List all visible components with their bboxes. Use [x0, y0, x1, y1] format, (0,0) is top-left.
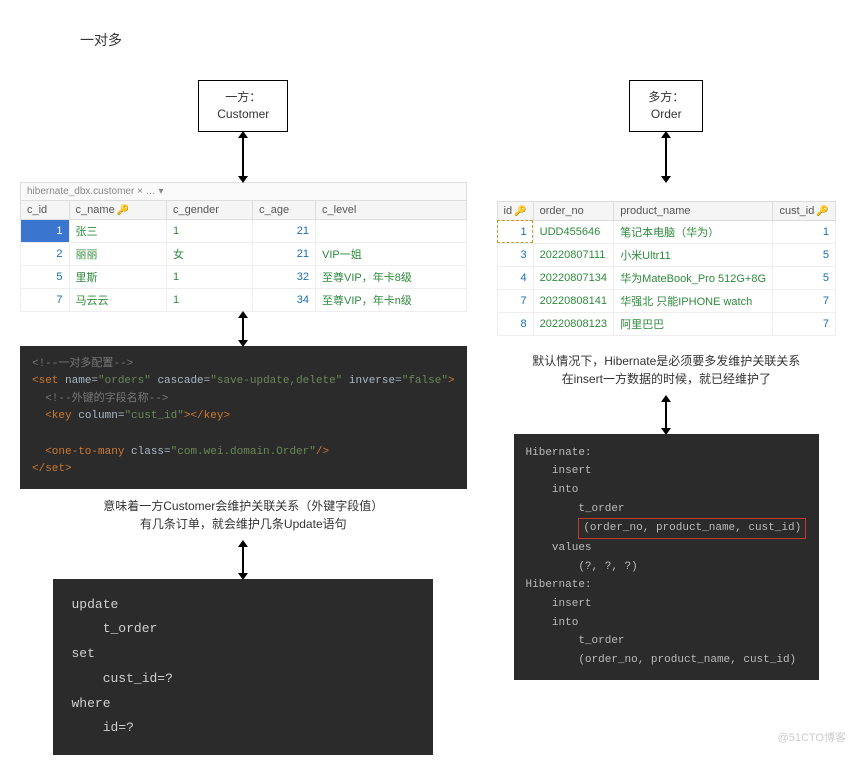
col-header: c_gender [166, 200, 252, 219]
cell: 1 [773, 220, 836, 243]
left-column: 一方： Customer hibernate_dbx.customer × … … [20, 80, 467, 755]
log-line: Hibernate: [526, 576, 808, 595]
xml-code: <!--一对多配置--> <set name="orders" cascade=… [20, 346, 467, 489]
caption: 默认情况下，Hibernate是必须要多发维护关联关系 在insert一方数据的… [532, 352, 800, 388]
cell: 5 [21, 265, 70, 288]
cell: 32 [253, 265, 316, 288]
log-line: into [526, 614, 808, 633]
col-header: c_id [21, 200, 70, 219]
hibernate-log: Hibernate: insert into t_order (order_no… [514, 434, 820, 680]
cell: 5 [773, 243, 836, 266]
cell: 笔记本电脑（华为） [614, 220, 773, 243]
cell: 至尊VIP，年卡8级 [316, 265, 467, 288]
arrow-icon [242, 545, 244, 575]
cell: 至尊VIP，年卡n级 [316, 288, 467, 311]
cell: 华为MateBook_Pro 512G+8G [614, 266, 773, 289]
cell: 1 [166, 265, 252, 288]
table-row: 320220807111小米Ultr115 [497, 243, 835, 266]
cell: 小米Ultr11 [614, 243, 773, 266]
col-header: c_age [253, 200, 316, 219]
cell: UDD455646 [533, 220, 614, 243]
cell: 21 [253, 242, 316, 265]
col-header: cust_id🔑 [773, 201, 836, 220]
arrow-icon [665, 400, 667, 430]
table-row: 7马云云134至尊VIP，年卡n级 [21, 288, 467, 311]
cell: 7 [497, 289, 533, 312]
cell: 1 [21, 219, 70, 242]
cell: 20220808141 [533, 289, 614, 312]
table-row: 420220807134华为MateBook_Pro 512G+8G5 [497, 266, 835, 289]
log-line: t_order [526, 632, 808, 651]
box-line1: 多方： [648, 89, 684, 106]
log-line: Hibernate: [526, 444, 808, 463]
box-line2: Customer [217, 106, 269, 123]
caption: 意味着一方Customer会维护关联关系（外键字段值） 有几条订单，就会维护几条… [103, 497, 383, 533]
cell: 20220807134 [533, 266, 614, 289]
cell: 5 [773, 266, 836, 289]
cell: 张三 [69, 219, 166, 242]
col-header: order_no [533, 201, 614, 220]
col-header: id🔑 [497, 201, 533, 220]
cell [316, 219, 467, 242]
table-row: 820220808123阿里巴巴7 [497, 312, 835, 335]
log-line: (order_no, product_name, cust_id) [526, 651, 808, 670]
cell: 1 [497, 220, 533, 243]
table-row: 720220808141华强北 只能IPHONE watch7 [497, 289, 835, 312]
right-column: 多方： Order id🔑order_noproduct_namecust_id… [497, 80, 836, 755]
cell: 21 [253, 219, 316, 242]
watermark: @51CTO博客 [778, 729, 846, 745]
col-header: c_name🔑 [69, 200, 166, 219]
sql-block: update t_order set cust_id=? where id=? [53, 579, 433, 755]
arrow-icon [242, 136, 244, 178]
cell: 里斯 [69, 265, 166, 288]
customer-box: 一方： Customer [198, 80, 288, 132]
cell: 马云云 [69, 288, 166, 311]
table-row: 1UDD455646笔记本电脑（华为）1 [497, 220, 835, 243]
log-line: insert [526, 595, 808, 614]
order-table: id🔑order_noproduct_namecust_id🔑 1UDD4556… [497, 201, 836, 336]
table-row: 2丽丽女21VIP一姐 [21, 242, 467, 265]
cell: 20220807111 [533, 243, 614, 266]
log-line: (?, ?, ?) [526, 558, 808, 577]
log-line: (order_no, product_name, cust_id) [526, 518, 808, 539]
cell: 20220808123 [533, 312, 614, 335]
cell: 7 [773, 312, 836, 335]
cell: 女 [166, 242, 252, 265]
col-header: product_name [614, 201, 773, 220]
cell: 2 [21, 242, 70, 265]
table-row: 1张三121 [21, 219, 467, 242]
page-title: 一对多 [80, 30, 836, 50]
order-box: 多方： Order [629, 80, 703, 132]
box-line2: Order [648, 106, 684, 123]
cell: 1 [166, 219, 252, 242]
cell: 华强北 只能IPHONE watch [614, 289, 773, 312]
cell: 7 [21, 288, 70, 311]
log-line: insert [526, 462, 808, 481]
cell: 8 [497, 312, 533, 335]
cell: 3 [497, 243, 533, 266]
arrow-icon [665, 136, 667, 178]
cell: 7 [773, 289, 836, 312]
col-header: c_level [316, 200, 467, 219]
cell: 丽丽 [69, 242, 166, 265]
table-row: 5里斯132至尊VIP，年卡8级 [21, 265, 467, 288]
log-line: values [526, 539, 808, 558]
customer-table: c_idc_name🔑c_genderc_agec_level 1张三1212丽… [20, 200, 467, 312]
log-line: into [526, 481, 808, 500]
log-line: t_order [526, 500, 808, 519]
cell: VIP一姐 [316, 242, 467, 265]
cell: 阿里巴巴 [614, 312, 773, 335]
tab-bar: hibernate_dbx.customer × … ▾ [20, 182, 467, 200]
cell: 34 [253, 288, 316, 311]
cell: 4 [497, 266, 533, 289]
cell: 1 [166, 288, 252, 311]
box-line1: 一方： [217, 89, 269, 106]
arrow-icon [242, 316, 244, 342]
